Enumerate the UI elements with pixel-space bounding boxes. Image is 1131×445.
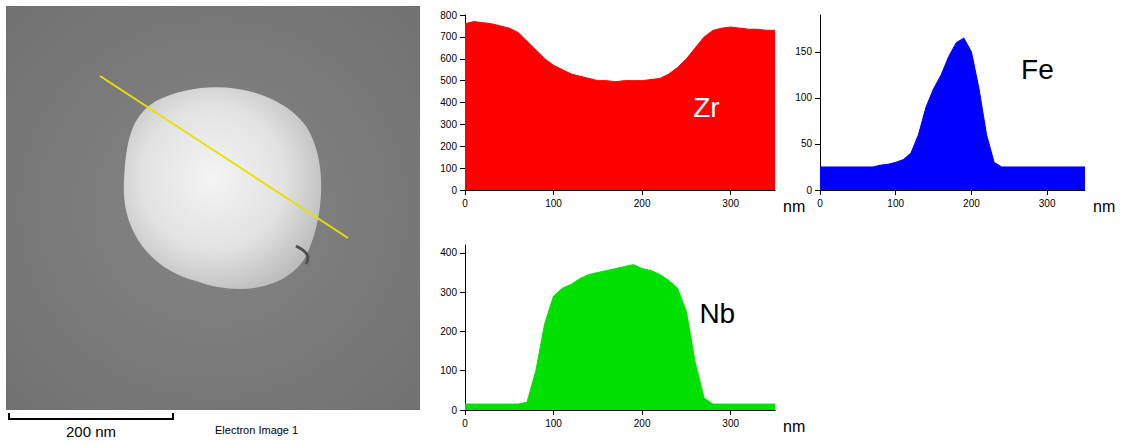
svg-text:200: 200 [440,141,457,152]
svg-text:Fe: Fe [1021,54,1054,85]
svg-text:Nb: Nb [699,298,735,329]
html-text:Electron Image 1: Electron Image 1 [215,424,299,436]
svg-text:200: 200 [440,326,457,337]
svg-text:150: 150 [795,46,812,57]
svg-text:500: 500 [440,75,457,86]
svg-text:200: 200 [634,198,651,209]
svg-text:800: 800 [440,10,457,21]
svg-text:nm: nm [783,198,805,215]
svg-text:300: 300 [722,198,739,209]
svg-text:200: 200 [634,418,651,429]
svg-text:100: 100 [440,163,457,174]
svg-text:0: 0 [806,185,812,196]
svg-text:100: 100 [545,418,562,429]
svg-text:100: 100 [545,198,562,209]
svg-text:400: 400 [440,247,457,258]
svg-text:100: 100 [887,198,904,209]
svg-text:Zr: Zr [693,92,719,123]
svg-text:nm: nm [1093,198,1115,215]
svg-text:0: 0 [817,198,823,209]
svg-text:50: 50 [801,138,813,149]
svg-text:400: 400 [440,97,457,108]
svg-text:0: 0 [451,405,457,416]
svg-text:300: 300 [1039,198,1056,209]
svg-text:100: 100 [440,365,457,376]
svg-text:nm: nm [783,418,805,435]
svg-text:600: 600 [440,53,457,64]
svg-text:0: 0 [451,185,457,196]
svg-text:300: 300 [440,119,457,130]
svg-text:100: 100 [795,92,812,103]
html-text:200 nm: 200 nm [66,423,116,440]
svg-text:700: 700 [440,31,457,42]
svg-text:0: 0 [462,418,468,429]
svg-text:300: 300 [722,418,739,429]
svg-text:200: 200 [963,198,980,209]
svg-text:0: 0 [462,198,468,209]
svg-text:300: 300 [440,287,457,298]
